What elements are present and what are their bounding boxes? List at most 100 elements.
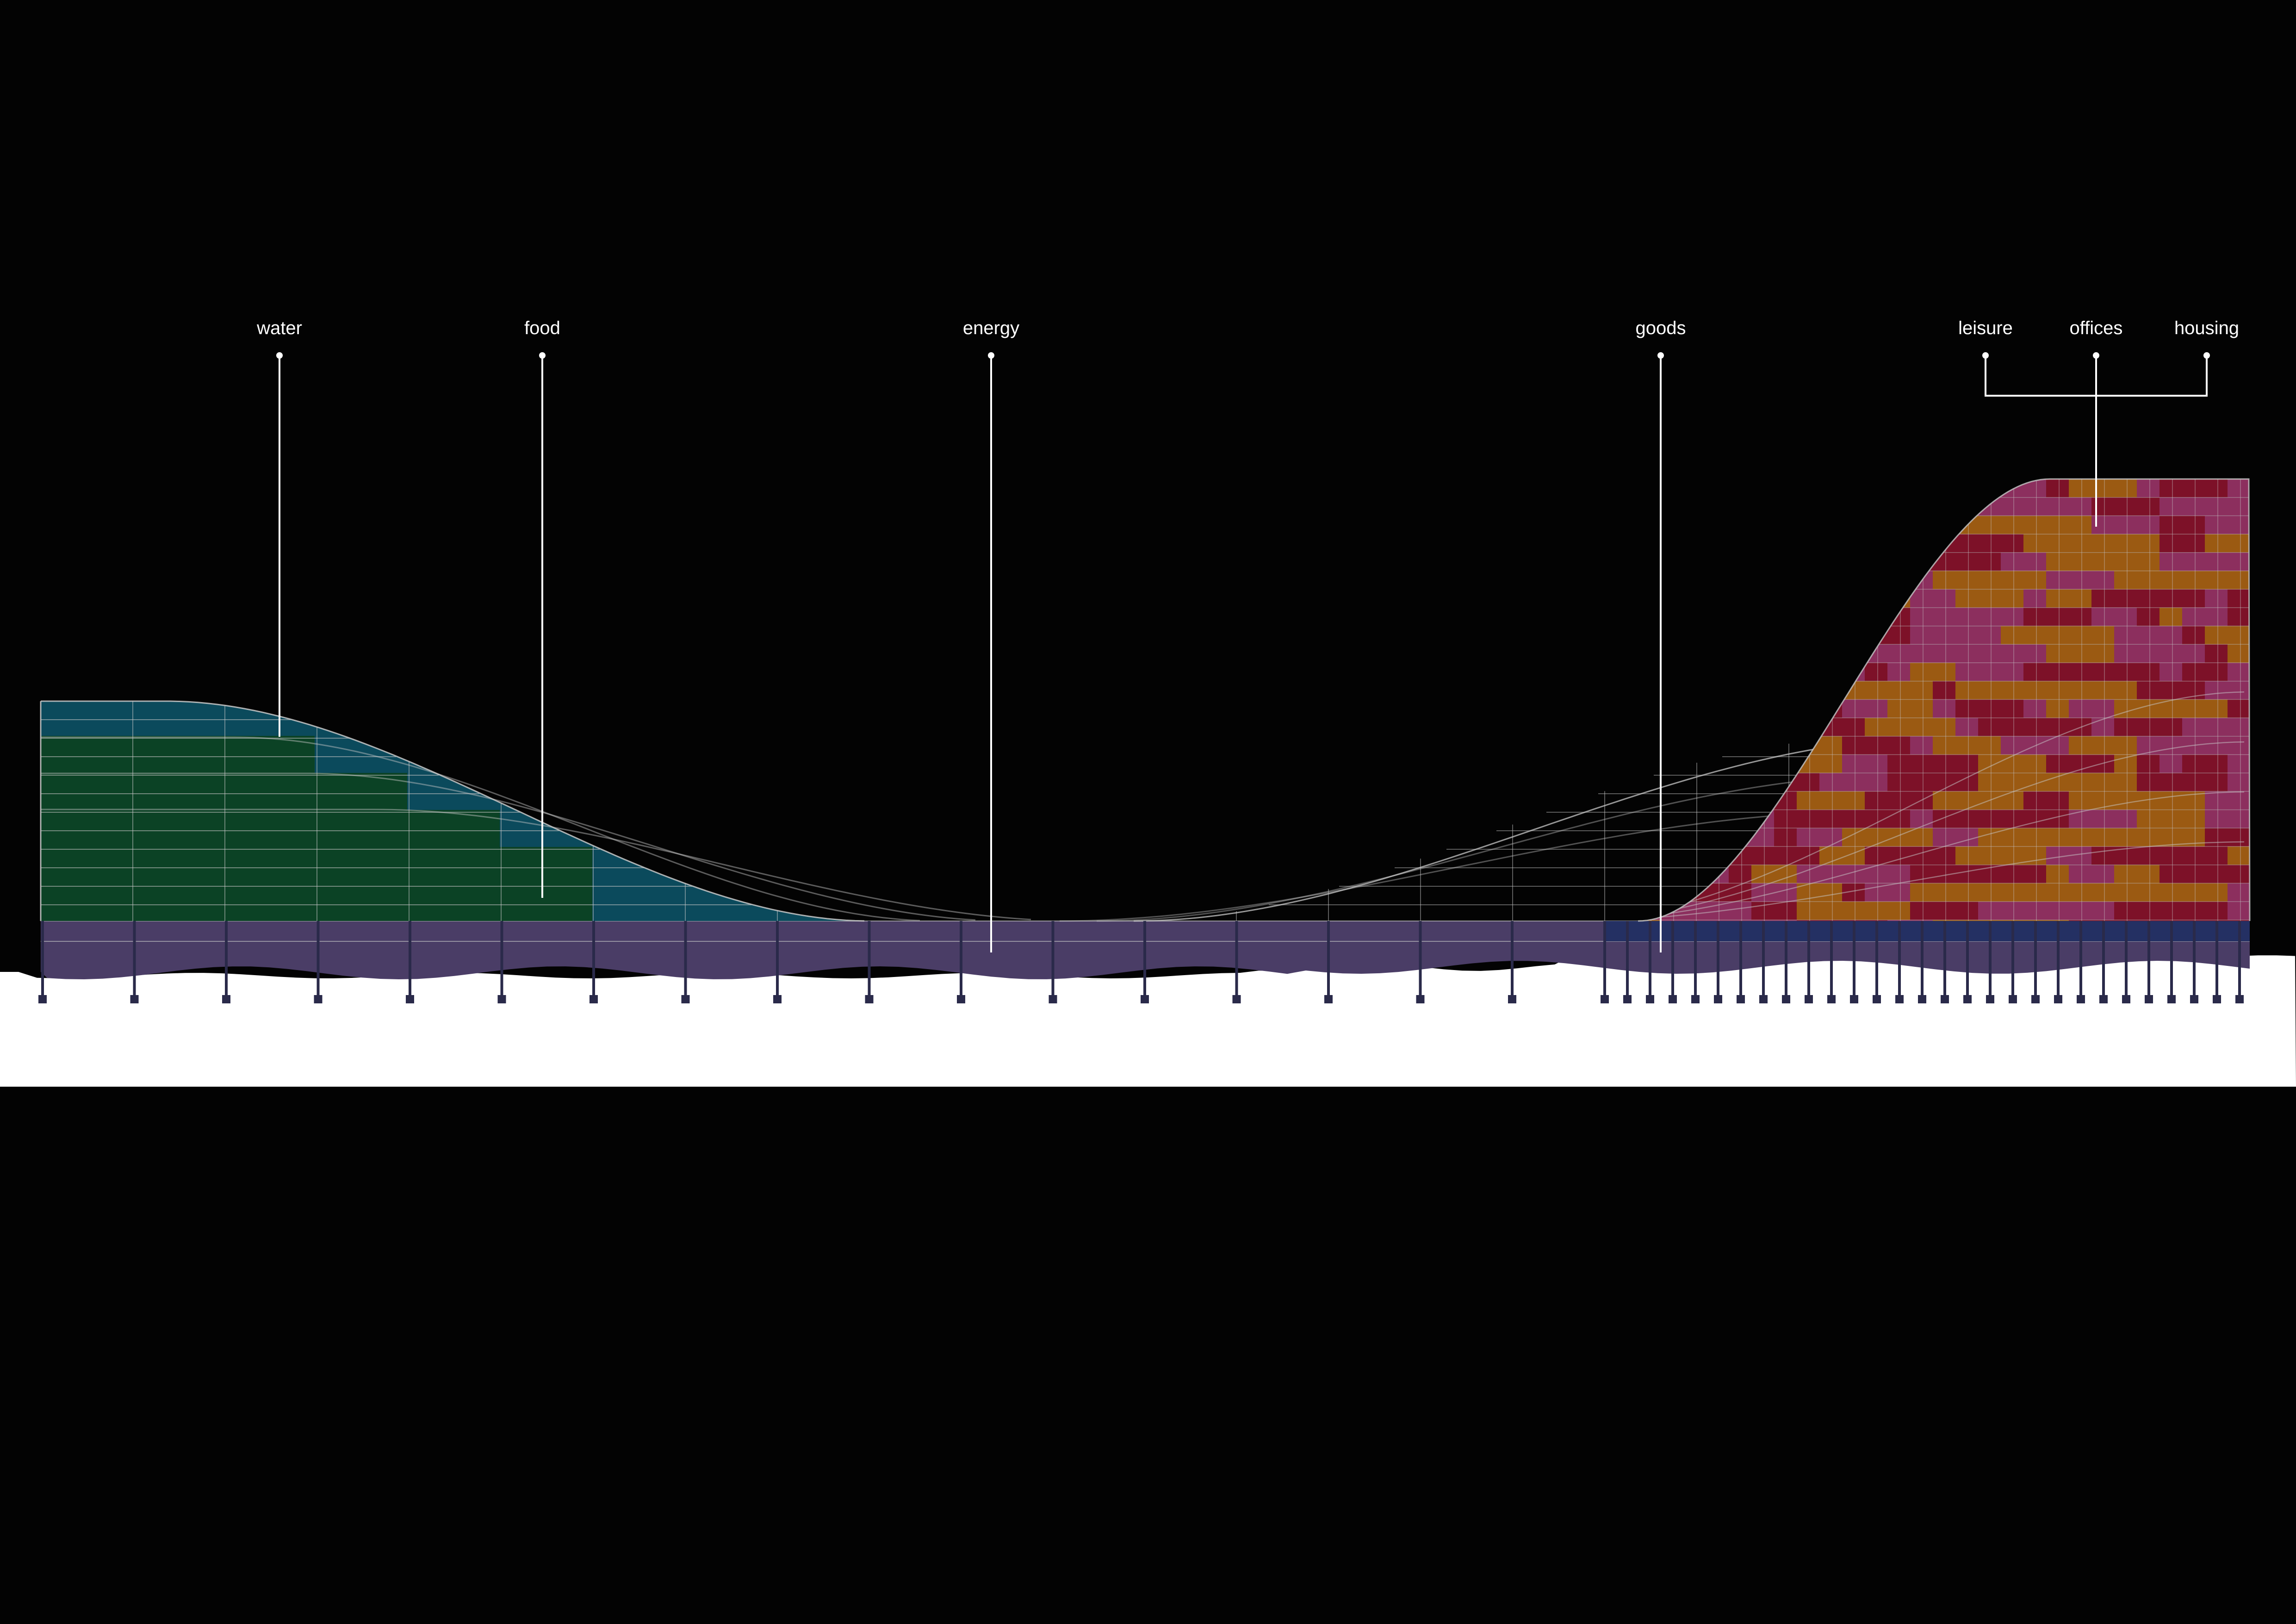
tower-cell [2159,902,2228,920]
tower-cell [2046,552,2069,571]
tower-cell [2091,718,2114,736]
tower-cell [2069,479,2137,498]
energy-leader-dot [988,352,994,359]
water-food-profile-curve [41,772,976,921]
tower-cell [2091,883,2137,902]
pile-footing [2167,995,2176,1003]
tower-cell [1842,865,1910,884]
tower-cell [2114,571,2159,590]
tower-cell [2228,754,2250,773]
tower-cell [2159,920,2228,921]
foundation-piles [38,921,2244,1003]
pile-footing [590,995,598,1003]
tower-cell [1933,736,2001,755]
tower-cell [2001,626,2069,645]
tower-cell [2023,534,2091,553]
tower-cell [2159,552,2228,571]
tower-cell [2228,699,2250,718]
tower-cell [2228,902,2250,920]
tower-cell [2205,809,2250,828]
tower-cell [2091,681,2137,700]
tower-cell [1933,920,1978,921]
pile-footing [2031,995,2040,1003]
tower-cell [1910,626,1978,645]
water-label: water [256,318,302,338]
tower-cell [2023,644,2046,663]
pile-footing [1986,995,1994,1003]
pile-footing [1963,995,1972,1003]
tower-cell [2205,718,2250,736]
tower-cell [2069,663,2114,681]
tower-cell [2091,589,2137,608]
tower-cell [1865,663,1887,681]
tower-cell [1978,773,2023,791]
pile-footing [1827,995,1836,1003]
tower-cell [2114,809,2137,828]
tower-cell [1910,663,1955,681]
tower-cell [2114,902,2159,920]
tower-cell [2046,902,2114,920]
tower-cell [1978,626,2001,645]
tower-cell [2023,497,2091,516]
pile-footing [1941,995,1949,1003]
tower-cell [1978,644,2023,663]
goods-base-strip [1605,921,2250,941]
tower-cell [2205,516,2228,535]
tower-cell [1933,644,1978,663]
tower-cell [2182,865,2250,884]
water-leader-dot [276,352,283,359]
tower-cell [2114,718,2182,736]
tower-cell [2023,516,2091,535]
tower-cell [2228,736,2250,755]
tower-cell [2159,516,2205,535]
pile-footing [1737,995,1745,1003]
pile-footing [1805,995,1813,1003]
tower-cell [2046,607,2091,626]
tower-cell [1865,681,1933,700]
tower-cell [2069,736,2114,755]
tower-outline [1638,478,2251,922]
tower-cell [1978,920,2046,921]
water-food-volume [40,700,1031,922]
pile-footing [1049,995,1057,1003]
tower-cell [2205,791,2250,810]
tower-cell [2159,534,2182,553]
tower-cell [1978,902,2046,920]
tower-cell [1955,589,2023,608]
pile-footing [130,995,139,1003]
tower-cell [1751,865,1797,884]
tower-cell [2228,773,2250,791]
tower-cell [2228,626,2250,645]
energy-label: energy [963,318,1019,338]
tower-cell [2137,534,2159,553]
tower-cell [2137,736,2182,755]
pile-footing [1782,995,1790,1003]
tower-cell [2001,571,2046,590]
pile-footing [2235,995,2244,1003]
tower-cell [2228,663,2250,681]
pile-footing [2077,995,2085,1003]
tower-cell [2137,883,2205,902]
tower-cell [1910,883,1978,902]
pile-footing [1324,995,1333,1003]
tower-cell [2114,865,2159,884]
goods-label: goods [1636,318,1686,338]
pile-footing [406,995,414,1003]
food-label: food [524,318,560,338]
tower-cell [2069,699,2114,718]
tower-cell [2228,883,2250,902]
housing-leader-dot [2203,352,2210,359]
tower-cell [2114,663,2159,681]
tower-cell [1978,883,2046,902]
tower-cell [1865,718,1933,736]
goods-label-group: goods [1636,318,1686,952]
tower-cell [2137,754,2159,773]
pile-footing [1895,995,1904,1003]
tower-cell [2228,479,2250,498]
tower-cell [2069,809,2091,828]
tower-cell [1955,754,1978,773]
tower-cell [2205,828,2250,846]
tower-cell [2091,534,2137,553]
pile-footing [1850,995,1858,1003]
pile-footing [773,995,782,1003]
